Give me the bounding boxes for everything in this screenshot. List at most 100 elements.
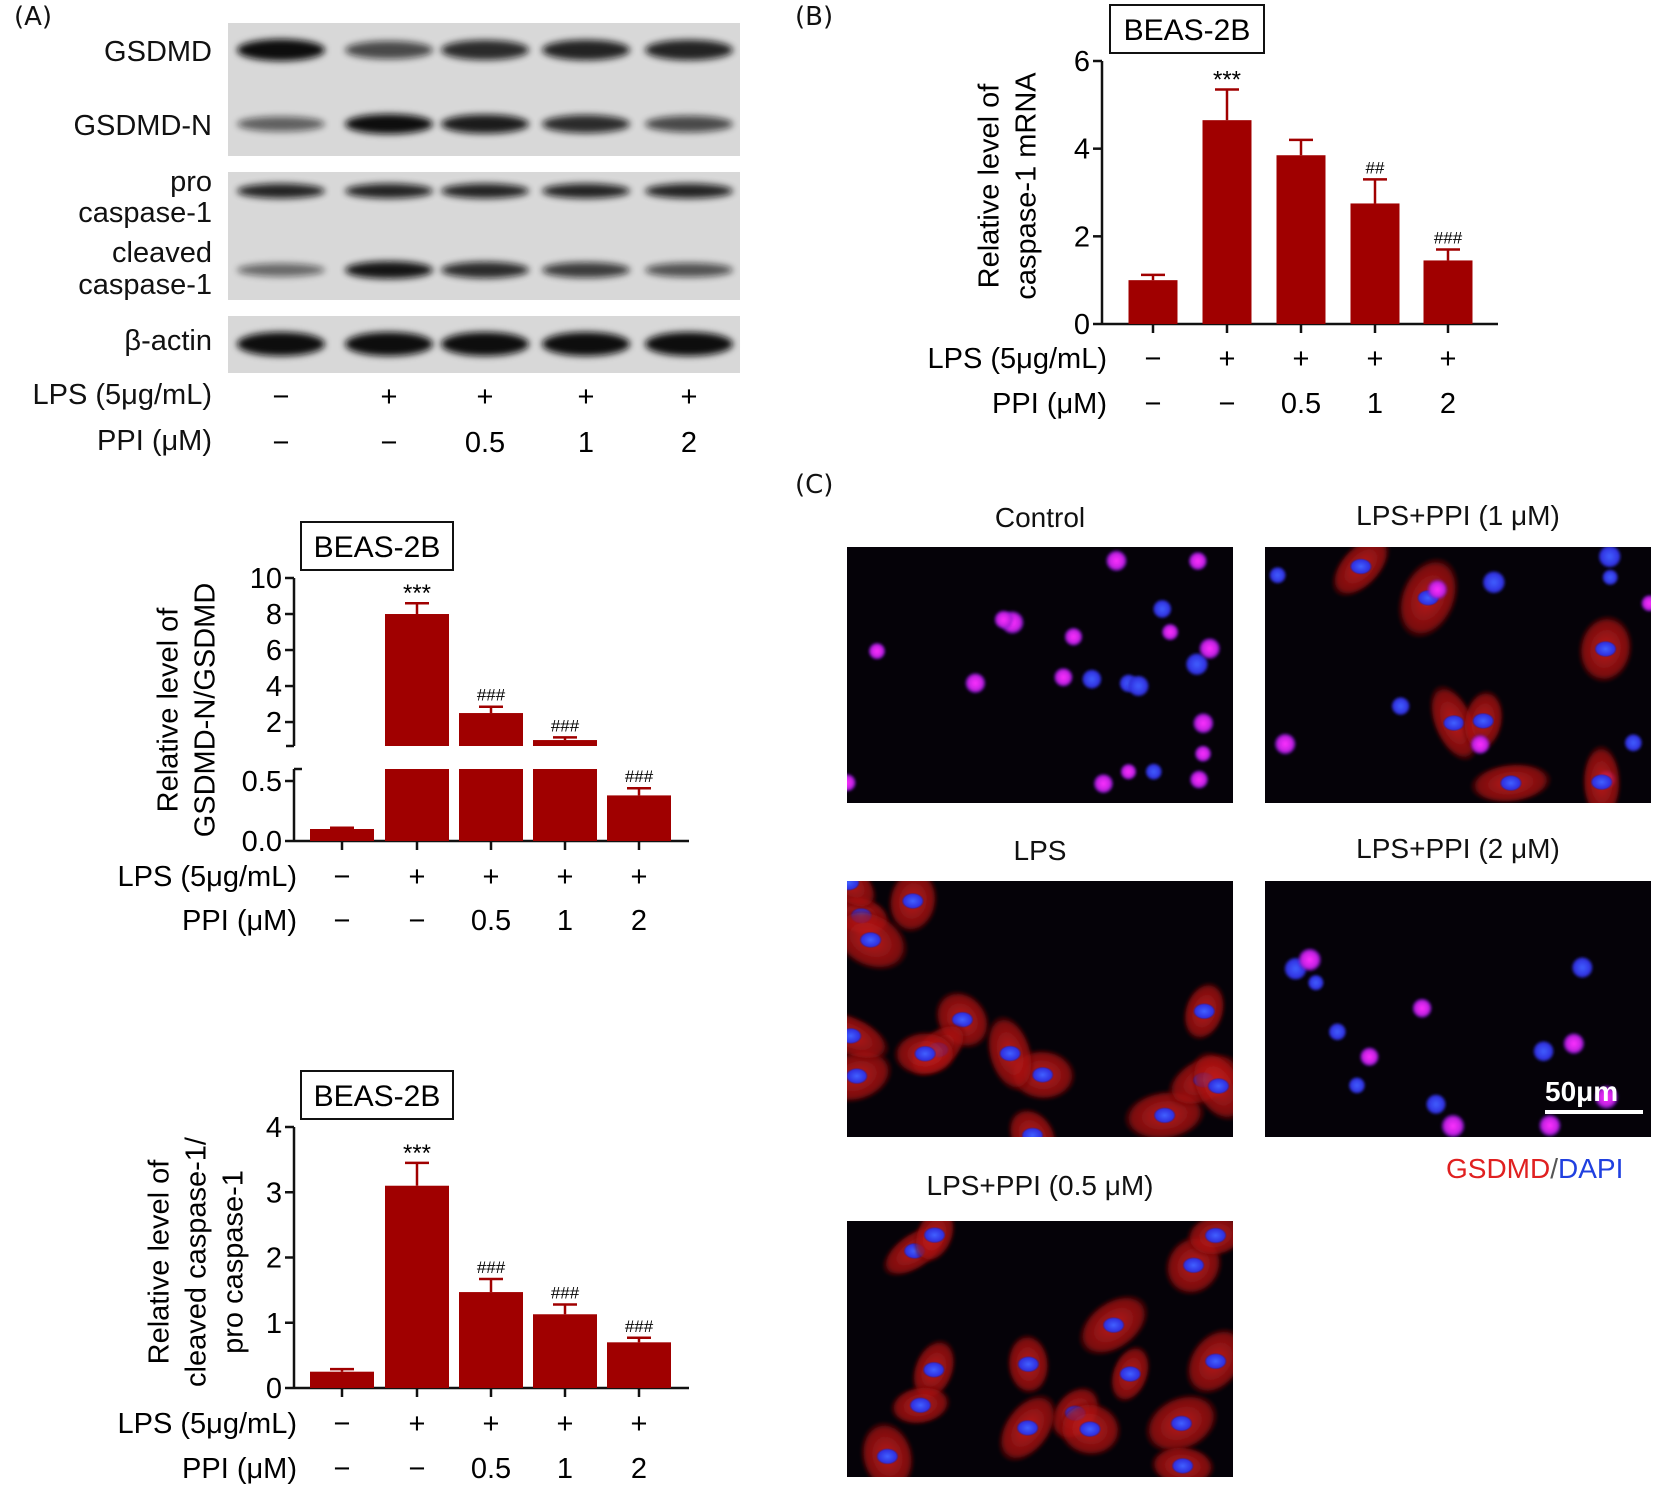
y-tick-label: 2 [1074, 221, 1090, 253]
bar-upper-segment [459, 713, 523, 746]
y-axis-label: Relative level of [144, 1159, 176, 1365]
cell-nucleus [1359, 1047, 1380, 1067]
bar [1276, 155, 1326, 324]
image-title-lps-ppi-2: LPS+PPI (2 μM) [1356, 833, 1560, 864]
condition-value: + [557, 861, 574, 893]
significance-marker: ### [625, 1317, 654, 1336]
blot-band [237, 39, 325, 61]
cell-nucleus [1425, 1093, 1447, 1115]
chart-title: BEAS-2B [314, 531, 441, 564]
blot-lps-value: + [578, 381, 595, 413]
y-tick-label: 0.0 [242, 826, 282, 858]
blot-ppi-value: 1 [578, 427, 594, 459]
significance-marker: ### [477, 1258, 506, 1277]
cell-nucleus [951, 1011, 974, 1028]
blot-band [345, 332, 433, 356]
scale-bar-label: 50μm [1545, 1076, 1619, 1107]
cell-nucleus [1594, 1085, 1619, 1110]
cell-nucleus [1120, 763, 1137, 780]
condition-value: − [1145, 343, 1162, 375]
condition-value: 0.5 [471, 1453, 511, 1485]
bar [607, 1342, 671, 1388]
bar [607, 795, 671, 841]
y-tick-label: 0 [1074, 309, 1090, 341]
bar [385, 1185, 449, 1388]
western-blot: GSDMD GSDMD-N pro caspase-1 cleaved casp… [0, 0, 760, 470]
condition-value: + [1440, 343, 1457, 375]
cell-nucleus [1185, 652, 1209, 676]
significance-marker: ### [477, 686, 506, 705]
image-title-lps-ppi-05: LPS+PPI (0.5 μM) [926, 1170, 1154, 1201]
image-background [1265, 881, 1651, 1137]
blot-band [645, 115, 733, 133]
y-tick-label: 0.5 [242, 766, 282, 798]
chart-title-box [1109, 4, 1265, 54]
y-tick-label: 6 [1074, 46, 1090, 78]
cell-nucleus [1198, 637, 1221, 660]
blot-band [645, 39, 733, 61]
fluorescence-image-lps-ppi-1 [1265, 547, 1651, 803]
cell-nucleus [847, 1068, 868, 1085]
cell-nucleus [1442, 715, 1465, 732]
blot-label-cleaved-caspase-line1: cleaved [112, 237, 212, 269]
y-tick-label: 2 [266, 707, 282, 739]
blot-lps-label: LPS (5μg/mL) [32, 379, 213, 411]
y-tick-label: 4 [1074, 134, 1090, 166]
chart-gsdmd_ratio: BEAS-2B Relative level of GSDMD-N/GSDMD 0.0… [118, 521, 689, 937]
cell-nucleus [1328, 1022, 1347, 1041]
cell-nucleus [1127, 675, 1150, 697]
blot-label-beta-actin: β-actin [124, 325, 212, 357]
cell-nucleus [1563, 1032, 1585, 1055]
y-axis-label: caspase-1 mRNA [1011, 72, 1043, 300]
cell-nucleus [1204, 1353, 1227, 1370]
cell-nucleus [1348, 1076, 1366, 1094]
stain-legend: GSDMD/DAPI [1446, 1153, 1623, 1185]
bar [1202, 120, 1252, 324]
blot-band [441, 261, 529, 279]
legend-dapi: DAPI [1558, 1153, 1624, 1184]
blot-label-gsdmd-n: GSDMD-N [73, 110, 212, 142]
blot-band [542, 262, 630, 278]
bar [533, 1314, 597, 1388]
cell-nucleus [1192, 712, 1214, 734]
condition-value: + [1367, 343, 1384, 375]
cell-nucleus [1594, 640, 1617, 657]
condition-label: PPI (μM) [182, 905, 297, 937]
cell-nucleus [1571, 956, 1594, 979]
y-axis-label: cleaved caspase-1/ [181, 1136, 213, 1387]
condition-value: − [1219, 388, 1236, 420]
blot-lps-value: − [273, 381, 290, 413]
image-title-control: Control [994, 502, 1086, 533]
blot-band [237, 263, 325, 277]
blot-band [237, 332, 325, 356]
blot-band [542, 332, 630, 356]
condition-value: + [409, 1408, 426, 1440]
cell-nucleus [1105, 550, 1128, 572]
blot-band [345, 183, 433, 199]
significance-marker: ### [551, 716, 580, 735]
cell-nucleus [1170, 1415, 1193, 1432]
condition-value: + [409, 861, 426, 893]
blot-label-gsdmd: GSDMD [104, 36, 212, 68]
cell-nucleus [1153, 1107, 1176, 1124]
cell-nucleus [1590, 774, 1613, 791]
cell-nucleus [1053, 667, 1074, 687]
cell-nucleus [1274, 733, 1297, 755]
cell-nucleus [1269, 566, 1287, 584]
cell-nucleus [1441, 1114, 1465, 1137]
condition-label: PPI (μM) [182, 1453, 297, 1485]
panel-label-c: (C) [795, 470, 834, 500]
blot-label-pro-caspase-line1: pro [170, 166, 212, 198]
blot-band [237, 183, 325, 199]
cell-nucleus [922, 1361, 945, 1378]
bar [533, 769, 597, 841]
bar [1128, 280, 1178, 324]
significance-marker: *** [1213, 66, 1241, 93]
blot-label-cleaved-caspase-line2: caspase-1 [78, 269, 212, 301]
condition-value: + [631, 861, 648, 893]
condition-value: 0.5 [1281, 388, 1321, 420]
significance-marker: ## [1366, 158, 1385, 177]
blot-label-pro-caspase-line2: caspase-1 [78, 197, 212, 229]
cell-nucleus [1207, 1078, 1230, 1095]
blot-ppi-value: 2 [681, 427, 697, 459]
